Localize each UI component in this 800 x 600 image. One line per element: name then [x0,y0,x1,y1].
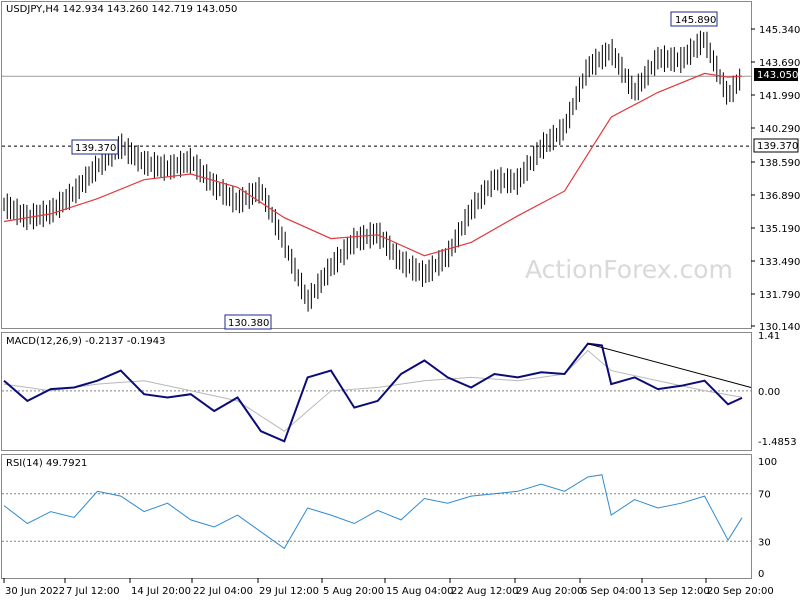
price-tick-label: 136.890 [759,191,800,202]
x-tick-label: 22 Jul 04:00 [193,586,253,597]
price-tick-label: 141.990 [759,91,800,102]
rsi-plot [2,474,751,550]
macd-tick-label: -1.4853 [758,437,797,448]
main-panel-frame [1,1,752,329]
x-tick-label: 15 Aug 04:00 [386,586,453,597]
macd-line [3,342,743,443]
x-tick-label: 5 Aug 20:00 [323,586,384,597]
callout-high: 145.890 [670,11,718,27]
level-text: 139.370 [757,141,798,152]
x-tick-label: 20 Sep 20:00 [707,586,774,597]
macd-plot [2,342,752,443]
x-tick-label: 13 Sep 12:00 [643,586,710,597]
x-tick-label: 7 Jul 12:00 [66,586,120,597]
rsi-tick-label: 0 [758,569,764,580]
price-tick-label: 131.790 [759,290,800,301]
price-tick-label: 143.690 [759,58,800,69]
callout-mid: 139.370 [71,139,119,155]
price-plot [2,30,751,312]
callout-low-text: 130.380 [228,318,269,329]
price-tick-label: 138.590 [759,158,800,169]
rsi-tick-label: 30 [758,537,771,548]
level-box: 139.370 [753,138,799,153]
x-tick-label: 6 Sep 04:00 [581,586,641,597]
macd-header: MACD(12,26,9) -0.2137 -0.1943 [6,336,166,347]
macd-tick-label: 0.00 [758,387,780,398]
price-tick-label: 140.290 [759,124,800,135]
callout-mid-text: 139.370 [75,143,116,154]
x-tick-label: 14 Jul 20:00 [131,586,191,597]
price-tick-label: 133.490 [759,257,800,268]
macd-signal-line [3,349,743,432]
x-tick-label: 29 Jul 12:00 [259,586,319,597]
macd-trendline [587,343,752,388]
rsi-panel-frame [1,454,752,579]
callout-high-text: 145.890 [675,15,716,26]
rsi-tick-label: 100 [758,457,777,468]
current-price-box: 143.050 [754,68,798,81]
rsi-line [3,474,743,550]
price-tick-label: 145.340 [759,25,800,36]
main-header: USDJPY,H4 142.934 143.260 142.719 143.05… [6,4,237,15]
watermark: ActionForex.com [525,255,733,284]
x-tick-label: 22 Aug 12:00 [451,586,518,597]
macd-panel-frame [1,332,752,451]
callout-low: 130.380 [224,314,272,330]
rsi-tick-label: 70 [758,490,771,501]
rsi-header: RSI(14) 49.7921 [6,458,87,469]
price-tick-label: 135.190 [759,224,800,235]
axes: 145.340 143.690 141.990 140.290 138.590 136.8… [3,25,800,597]
macd-tick-label: 1.41 [758,331,780,342]
x-tick-label: 29 Aug 20:00 [516,586,583,597]
price-tick-label: 130.140 [759,322,800,333]
moving-average-line [3,72,743,257]
x-tick-label: 30 Jun 2022 [5,586,65,597]
current-price-text: 143.050 [757,70,798,81]
